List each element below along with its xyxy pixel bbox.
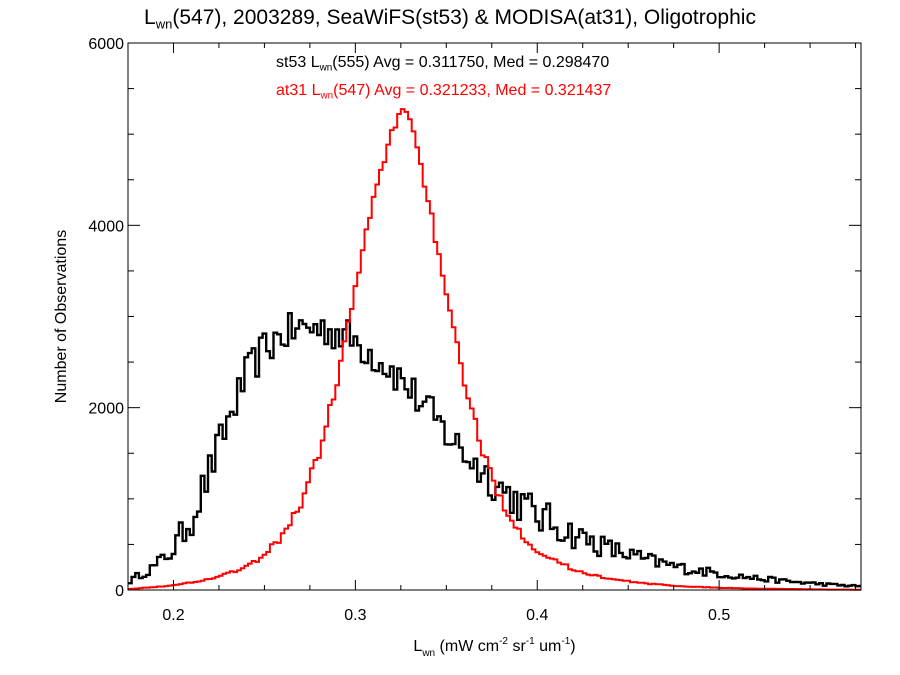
y-axis-label: Number of Observations [53,230,70,403]
chart-title: Lwn(547), 2003289, SeaWiFS(st53) & MODIS… [0,6,900,32]
series-line-st53 [128,312,861,588]
plot-frame [127,42,862,591]
series-layer [128,108,861,591]
axes-layer: 0.2 0.3 0.4 0.5 0 2000 4000 6000 Number of Obser… [53,36,862,659]
y-tick-label: 4000 [88,218,124,235]
title-text: (547), 2003289, SeaWiFS(st53) & MODISA(a… [172,6,756,29]
series-line-at31 [128,108,861,591]
x-axis-label: Lwn (mW cm-2 sr-1 um-1) [413,636,575,659]
x-tick-label: 0.5 [708,607,730,624]
st53-stats: st53 Lwn(555) Avg = 0.311750, Med = 0.29… [276,54,610,74]
x-tick-label: 0.2 [162,607,184,624]
at31-stats: at31 Lwn(547) Avg = 0.321233, Med = 0.32… [276,82,612,102]
title-variable: L [144,6,156,29]
title-variable-subscript: wn [155,16,173,32]
y-tick-label: 6000 [88,36,124,53]
x-tick-label: 0.3 [344,607,366,624]
y-tick-label: 0 [115,583,124,600]
y-tick-label: 2000 [88,401,124,418]
x-tick-label: 0.4 [526,607,548,624]
